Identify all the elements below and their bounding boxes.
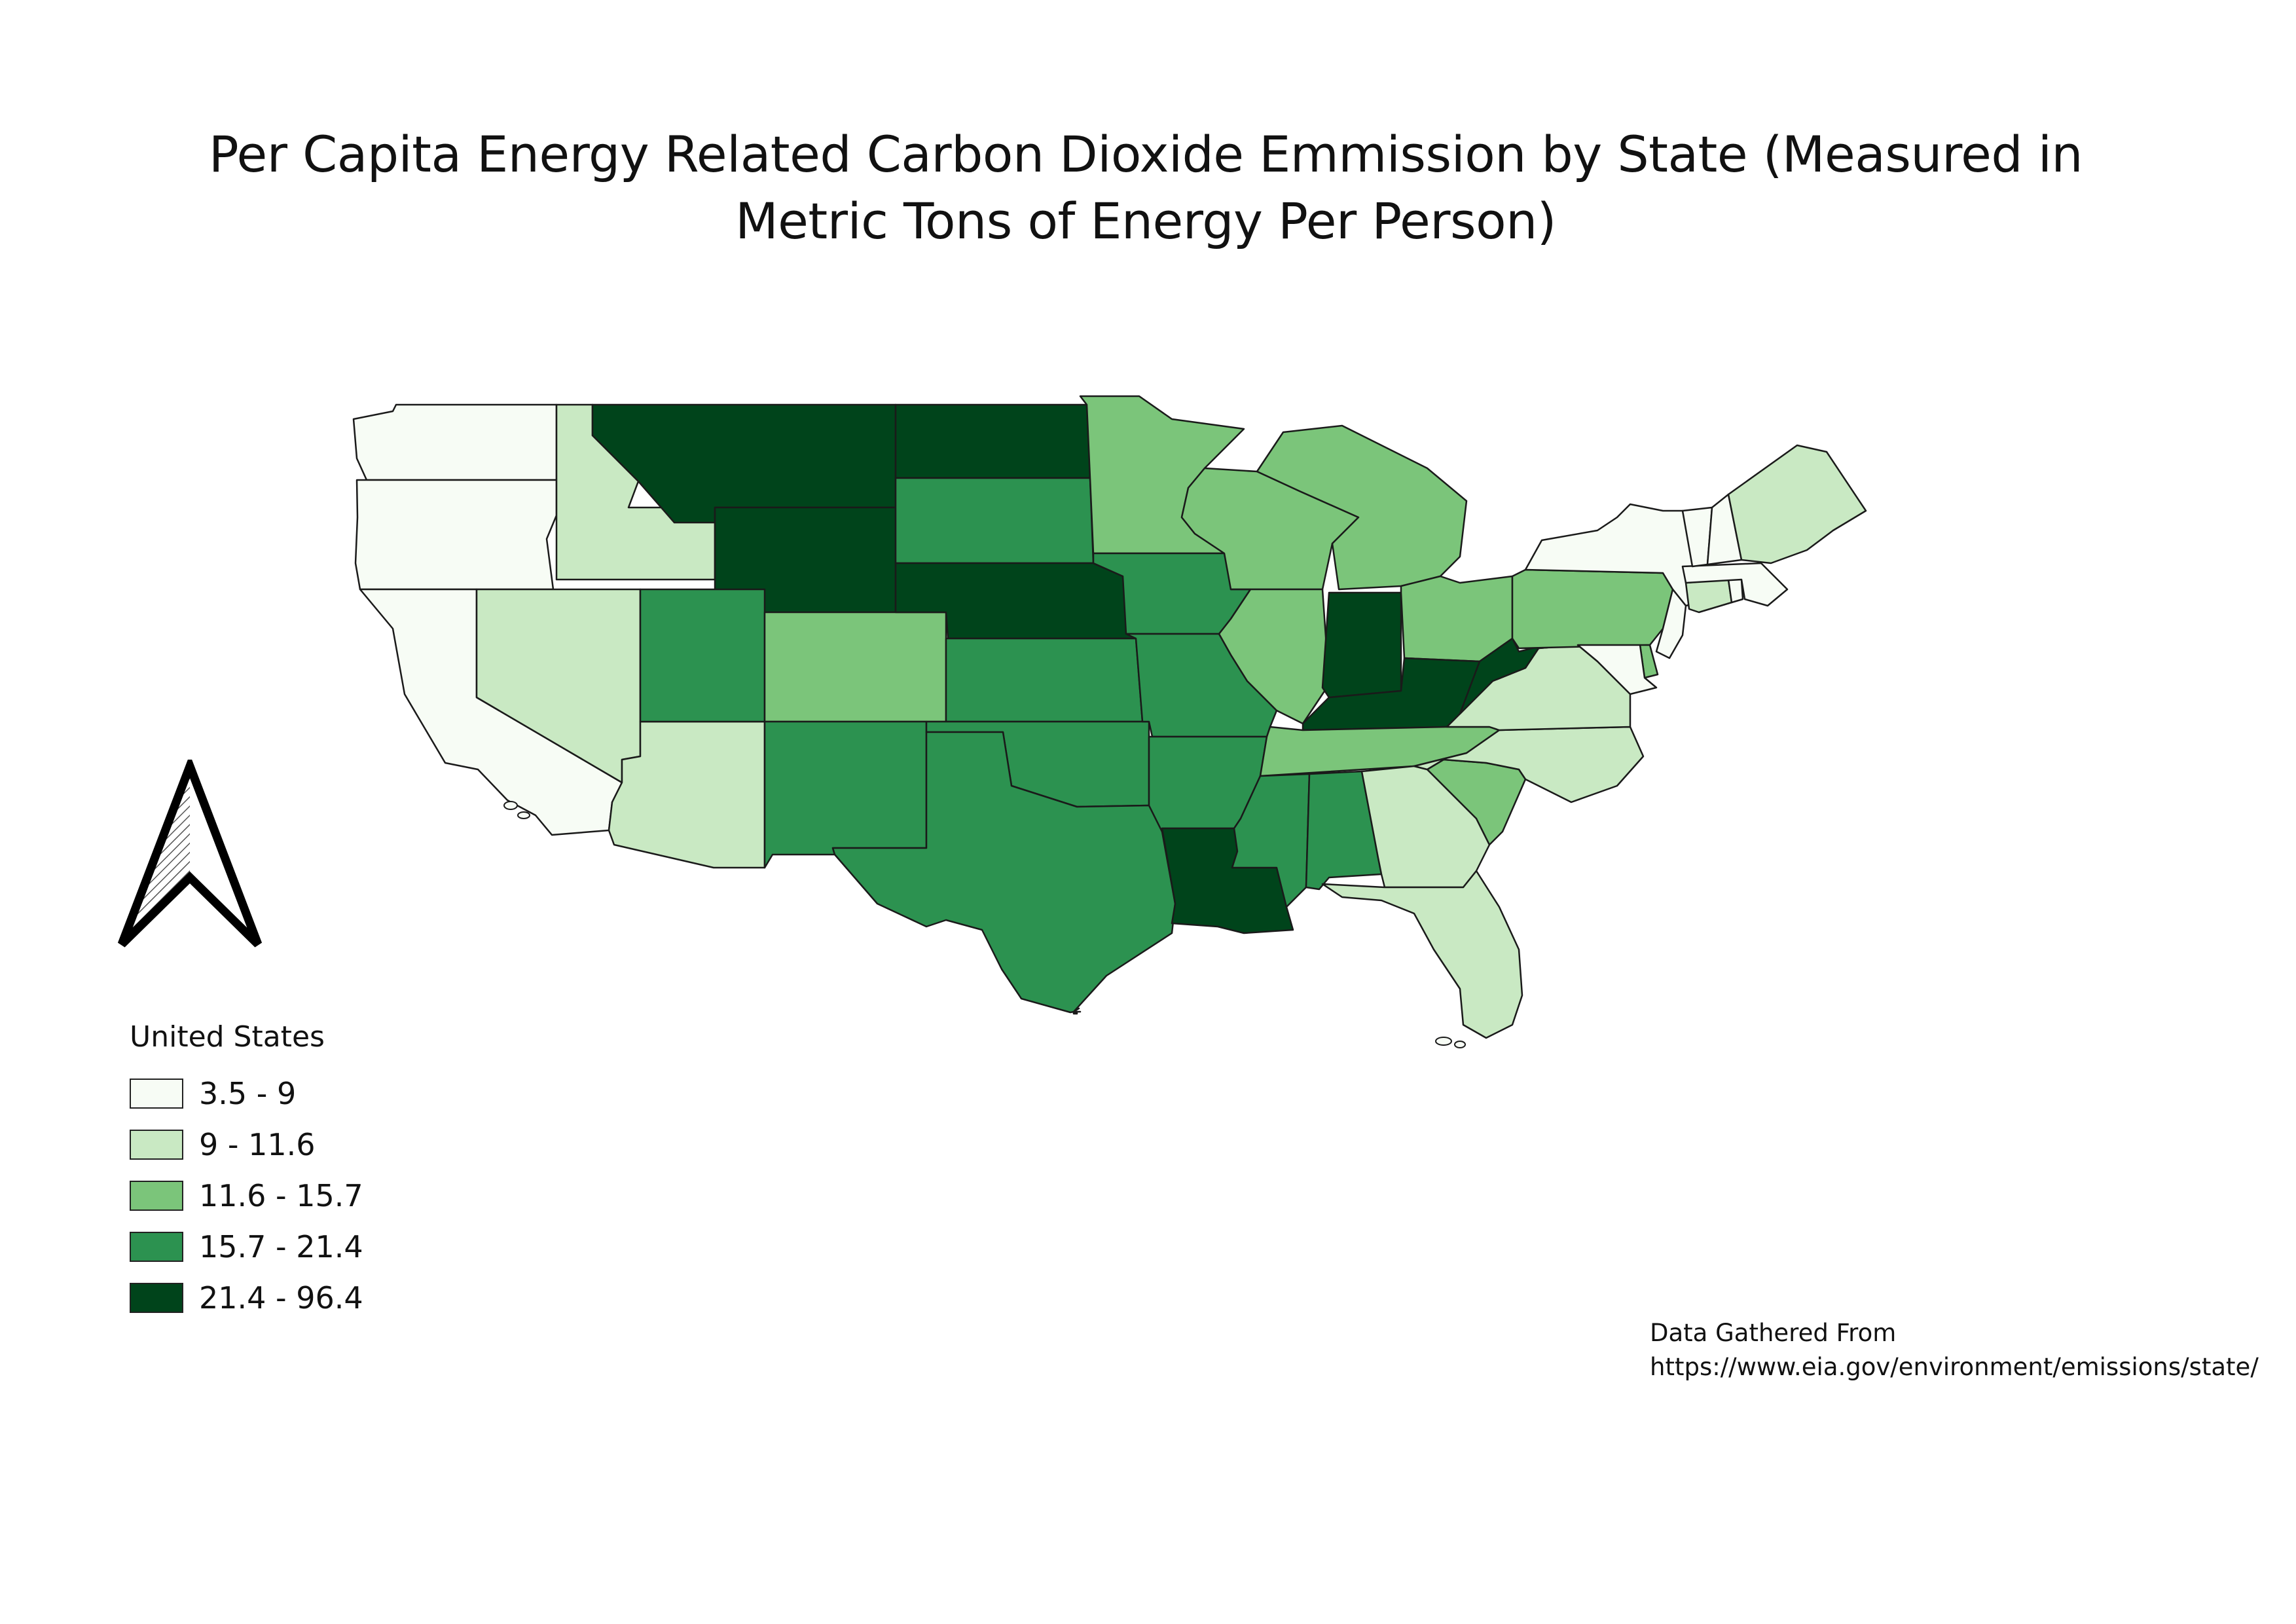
- island-shape: [517, 811, 530, 819]
- legend: United States 3.5 - 9 9 - 11.6 11.6 - 15…: [130, 1020, 363, 1323]
- legend-label: 21.4 - 96.4: [199, 1280, 363, 1316]
- legend-title: United States: [130, 1020, 325, 1054]
- state-or: [354, 479, 558, 591]
- state-nm: [763, 720, 928, 869]
- state-in: [1321, 591, 1402, 699]
- legend-swatch: [130, 1283, 183, 1313]
- legend-label: 15.7 - 21.4: [199, 1229, 363, 1264]
- state-ks: [945, 637, 1144, 723]
- state-ct: [1685, 578, 1733, 614]
- north-arrow-icon: [115, 754, 279, 959]
- legend-swatch: [130, 1232, 183, 1262]
- state-sd: [894, 477, 1095, 564]
- state-md: [1576, 644, 1658, 695]
- legend-item: 9 - 11.6: [130, 1119, 363, 1170]
- legend-label: 11.6 - 15.7: [199, 1178, 363, 1213]
- island-shape: [1435, 1037, 1452, 1046]
- legend-item: 11.6 - 15.7: [130, 1170, 363, 1221]
- source-note: Data Gathered From https://www.eia.gov/e…: [1650, 1316, 2259, 1384]
- state-me: [1727, 444, 1867, 564]
- state-co: [763, 611, 947, 723]
- legend-swatch: [130, 1130, 183, 1160]
- state-oh: [1400, 575, 1514, 663]
- state-mt: [591, 403, 897, 524]
- state-az: [608, 720, 766, 869]
- state-ri: [1727, 578, 1744, 604]
- legend-swatch: [130, 1079, 183, 1109]
- legend-item: 21.4 - 96.4: [130, 1272, 363, 1323]
- source-url: https://www.eia.gov/environment/emission…: [1650, 1353, 2259, 1381]
- island-shape: [503, 801, 518, 810]
- island-shape: [1454, 1041, 1466, 1048]
- state-ut: [639, 588, 766, 723]
- map-title-line-1: Per Capita Energy Related Carbon Dioxide…: [208, 125, 2083, 183]
- map-title: Per Capita Energy Related Carbon Dioxide…: [183, 121, 2108, 255]
- source-line-1: Data Gathered From: [1650, 1319, 1897, 1347]
- legend-label: 3.5 - 9: [199, 1076, 297, 1111]
- state-ma: [1681, 562, 1789, 607]
- state-nd: [894, 403, 1091, 479]
- state-fl: [1321, 870, 1523, 1039]
- legend-swatch: [130, 1181, 183, 1211]
- state-pa: [1511, 568, 1674, 650]
- state-nj: [1655, 588, 1687, 659]
- legend-item: 3.5 - 9: [130, 1068, 363, 1119]
- state-wa: [352, 403, 558, 481]
- legend-item: 15.7 - 21.4: [130, 1221, 363, 1272]
- legend-label: 9 - 11.6: [199, 1127, 316, 1162]
- map-title-line-2: Metric Tons of Energy Per Person): [735, 192, 1556, 250]
